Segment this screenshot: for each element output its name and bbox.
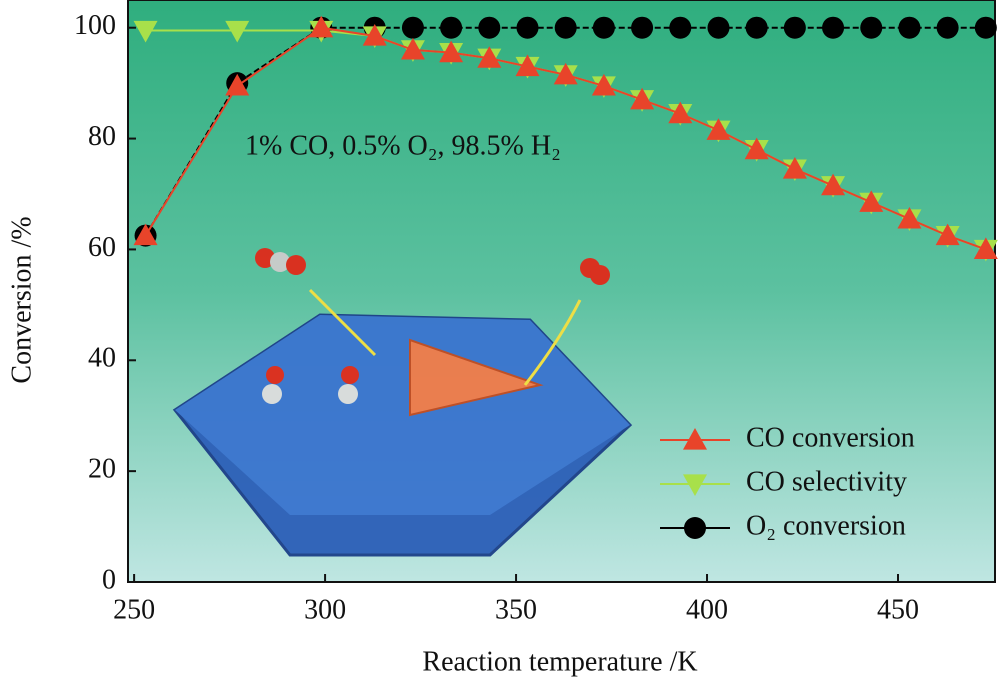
y-tick-label: 0: [102, 564, 116, 595]
data-point: [822, 16, 845, 39]
data-point: [439, 40, 464, 63]
data-point: [440, 16, 463, 39]
y-tick-label: 20: [88, 454, 116, 485]
data-point: [515, 54, 540, 77]
data-point: [554, 16, 577, 39]
data-point: [783, 16, 806, 39]
annotation: 1% CO, 0.5% O₂, 98.5% H₂: [245, 130, 561, 161]
x-tick-label: 450: [877, 594, 919, 625]
data-point: [225, 20, 250, 43]
data-point: [631, 16, 654, 39]
data-point: [669, 16, 692, 39]
legend-label: O₂ conversion: [746, 510, 906, 541]
data-point: [745, 16, 768, 39]
x-tick-label: 250: [113, 594, 155, 625]
y-tick-label: 100: [74, 10, 116, 41]
data-point: [860, 16, 883, 39]
data-point: [133, 223, 158, 246]
data-point: [309, 15, 334, 38]
legend-label: CO conversion: [746, 422, 915, 453]
data-point: [516, 16, 539, 39]
data-point: [898, 16, 921, 39]
y-tick-label: 80: [88, 121, 116, 152]
legend-marker: [683, 428, 707, 450]
plot-frame: [127, 0, 996, 583]
data-point: [707, 16, 730, 39]
inset-illustration: [172, 248, 633, 557]
data-point: [821, 173, 846, 196]
data-point: [591, 73, 616, 96]
data-point: [974, 16, 997, 39]
x-tick-label: 300: [304, 594, 346, 625]
data-point: [553, 62, 578, 85]
data-point: [782, 157, 807, 179]
data-point: [592, 16, 615, 39]
data-point: [225, 73, 250, 96]
legend-marker: [684, 517, 706, 539]
data-point: [897, 206, 922, 229]
data-point: [744, 137, 769, 160]
data-point: [936, 16, 959, 39]
legend-label: CO selectivity: [746, 466, 907, 497]
data-point: [133, 20, 158, 43]
data-point: [400, 37, 425, 60]
data-point: [706, 118, 731, 140]
data-point: [973, 237, 998, 260]
data-point: [630, 87, 655, 110]
data-point: [401, 16, 424, 39]
data-point: [859, 190, 884, 212]
y-tick-label: 40: [88, 343, 116, 374]
data-point: [668, 101, 693, 124]
y-axis-label: Conversion /%: [6, 216, 37, 383]
data-point: [477, 46, 502, 68]
x-tick-label: 350: [495, 594, 537, 625]
data-point: [362, 24, 387, 46]
data-point: [478, 16, 501, 39]
x-tick-label: 400: [686, 594, 728, 625]
y-tick-label: 60: [88, 232, 116, 263]
x-axis-label: Reaction temperature /K: [422, 646, 697, 677]
legend-marker: [683, 474, 707, 496]
data-point: [935, 223, 960, 246]
